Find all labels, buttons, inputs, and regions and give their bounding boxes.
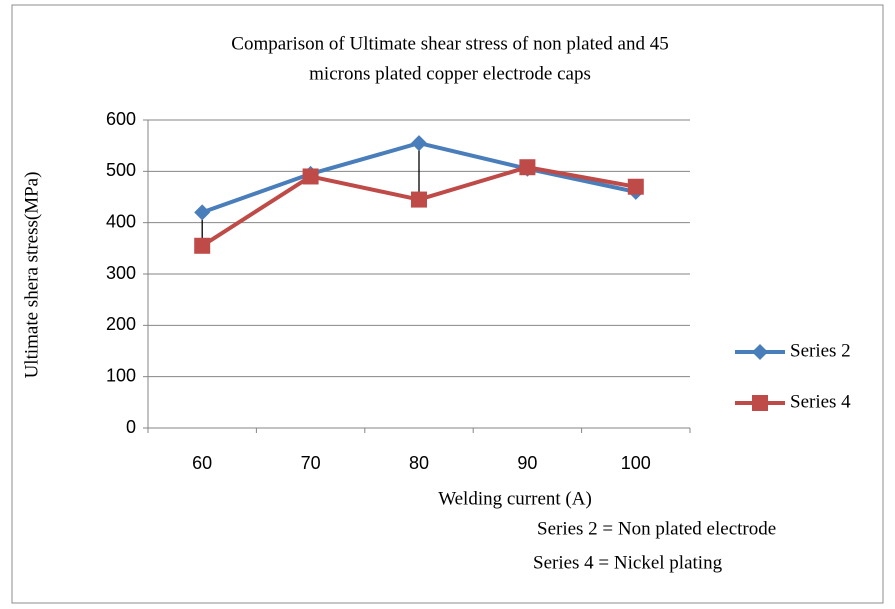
y-tick-label: 100	[106, 365, 136, 385]
legend-label: Series 2	[790, 340, 851, 361]
annotation: Series 4 = Nickel plating	[533, 552, 723, 573]
y-tick-label: 300	[106, 263, 136, 283]
marker	[752, 395, 768, 411]
marker	[411, 135, 427, 152]
y-tick-label: 500	[106, 160, 136, 180]
annotation: Series 2 = Non plated electrode	[537, 518, 776, 539]
legend-label: Series 4	[790, 391, 851, 412]
x-tick-label: 60	[192, 453, 212, 473]
marker	[194, 204, 211, 221]
y-axis-title: Ultimate shera stress(MPa)	[21, 172, 42, 379]
x-tick-label: 80	[409, 453, 429, 473]
chart-title: microns plated copper electrode caps	[309, 63, 591, 84]
chart-title: Comparison of Ultimate shear stress of n…	[231, 33, 668, 54]
marker	[627, 178, 644, 195]
y-tick-label: 600	[106, 109, 136, 129]
x-tick-label: 90	[517, 453, 537, 473]
marker	[302, 168, 319, 185]
y-tick-label: 400	[106, 211, 136, 231]
y-tick-label: 200	[106, 314, 136, 334]
y-tick-label: 0	[126, 417, 136, 437]
marker	[411, 191, 427, 208]
chart-frame	[11, 4, 884, 604]
x-tick-label: 100	[621, 453, 651, 473]
x-axis-title: Welding current (A)	[438, 488, 592, 509]
marker	[194, 237, 211, 254]
x-tick-label: 70	[301, 453, 321, 473]
marker	[519, 159, 536, 176]
marker	[752, 344, 768, 360]
